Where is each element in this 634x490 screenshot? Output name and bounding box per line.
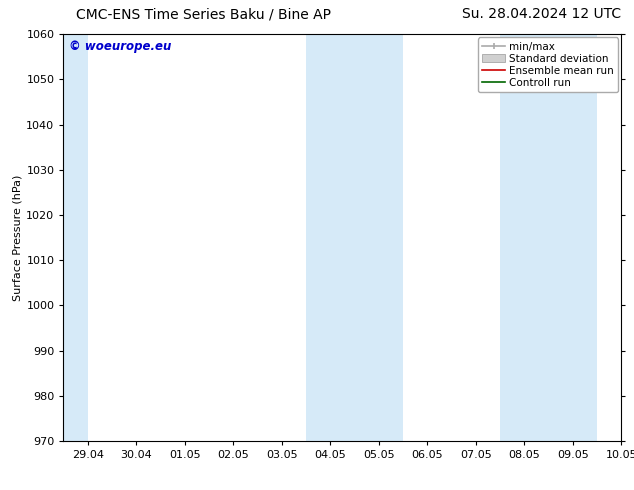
Bar — [63, 34, 87, 441]
Bar — [306, 34, 403, 441]
Bar — [500, 34, 597, 441]
Text: © woeurope.eu: © woeurope.eu — [69, 40, 171, 53]
Text: Su. 28.04.2024 12 UTC: Su. 28.04.2024 12 UTC — [462, 7, 621, 22]
Y-axis label: Surface Pressure (hPa): Surface Pressure (hPa) — [12, 174, 22, 301]
Legend: min/max, Standard deviation, Ensemble mean run, Controll run: min/max, Standard deviation, Ensemble me… — [478, 37, 618, 92]
Text: CMC-ENS Time Series Baku / Bine AP: CMC-ENS Time Series Baku / Bine AP — [76, 7, 331, 22]
